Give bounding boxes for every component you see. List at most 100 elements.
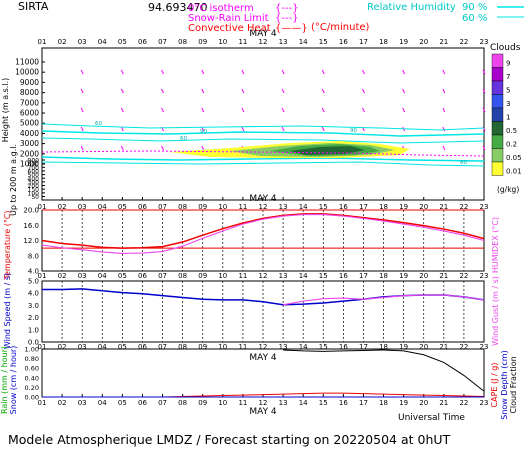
rh-contour-label: 60: [460, 160, 467, 166]
precip-bottom-hour-tick-label: 22: [459, 399, 468, 407]
wind-hour-tick-label: 13: [279, 272, 288, 280]
height-tick-label: 500: [28, 172, 40, 179]
height-tick-label: 600: [28, 168, 40, 175]
cloud-hour-tick-label: 17: [359, 38, 368, 46]
temperature-panel: MAY 4 01 02 03 04 05 06 07 08 09 10 11 12 13 14 15 16 17 1…: [3, 194, 500, 281]
clouds-legend-title: Clouds: [490, 43, 521, 53]
clouds-legend-level: 7: [506, 73, 510, 81]
cloud-hour-tick-label: 13: [279, 38, 288, 46]
precip-bottom-hour-tick-label: 23: [480, 399, 489, 407]
precip-top-hour-tick-label: 13: [279, 343, 288, 351]
wind-hour-tick-label: 18: [379, 272, 388, 280]
temp-hour-tick-label: 18: [379, 203, 388, 211]
precip-bottom-hour-tick-label: 07: [158, 399, 167, 407]
temp-tick-label: 20.0: [23, 207, 39, 215]
height-tick-label: 50: [31, 194, 39, 201]
clouds-legend-swatch: [491, 80, 504, 95]
temp-hour-tick-label: 20: [419, 203, 428, 211]
clouds-legend-swatch: [491, 53, 504, 68]
upper-air-marker: [402, 107, 406, 113]
clouds-legend-swatch: [491, 121, 504, 136]
precip-top-hour-tick-label: 19: [399, 343, 408, 351]
upper-air-marker: [80, 88, 84, 94]
precip-tick-label: 0.20: [25, 384, 39, 392]
temp-tick-label: 16.0: [23, 222, 39, 230]
clouds-legend-level: 0.5: [506, 127, 517, 135]
cloud-hour-tick-label: 06: [138, 38, 147, 46]
temp-hour-tick-label: 12: [259, 203, 268, 211]
wind-hour-tick-label: 02: [58, 272, 67, 280]
precip-top-hour-tick-label: 16: [339, 343, 348, 351]
height-tick-label: 5000: [20, 119, 39, 128]
wind-hour-tick-label: 15: [319, 272, 328, 280]
wind-hour-tick-label: 14: [299, 272, 308, 280]
wind-hour-tick-label: 22: [459, 272, 468, 280]
wind-panel: 01 02 03 04 05 06 07 08 09 10 11 12 13 14 15 16 17 18 19 20…: [3, 272, 500, 349]
upper-air-marker: [80, 145, 84, 151]
temp-hour-tick-label: 01: [38, 203, 47, 211]
rain-axis-label: Rain (mm / hour): [0, 346, 9, 414]
cloud-hour-tick-label: 07: [158, 38, 167, 46]
height-tick-label: 7000: [20, 98, 39, 107]
clouds-legend-unit: (g/kg): [497, 185, 519, 194]
clouds-legend-swatch: [491, 161, 504, 176]
upper-air-marker: [321, 107, 325, 113]
cloud-hour-tick-label: 03: [78, 38, 87, 46]
clouds-legend-swatch: [491, 148, 504, 163]
precip-date-label: MAY 4: [249, 353, 277, 363]
height-tick-label: 8000: [20, 88, 39, 97]
snow-depth-axis-label: Snow Depth (cm): [500, 350, 509, 419]
upper-air-marker: [241, 69, 245, 75]
temp-hour-tick-label: 05: [118, 203, 127, 211]
wind-hour-tick-label: 05: [118, 272, 127, 280]
wind-tick-label: 3.0: [28, 302, 39, 310]
height-tick-label: 2000: [20, 149, 39, 158]
cloud-hour-tick-label: 09: [198, 38, 207, 46]
cloud-hour-tick-label: 14: [299, 38, 308, 46]
temp-hour-tick-label: 04: [98, 203, 107, 211]
precip-top-hour-tick-label: 03: [78, 343, 87, 351]
precip-bottom-hour-tick-label: 09: [198, 399, 207, 407]
upper-air-marker: [442, 145, 446, 151]
upper-air-marker: [321, 88, 325, 94]
precip-bottom-hour-tick-label: 14: [299, 399, 308, 407]
wind-hour-tick-label: 23: [480, 272, 489, 280]
height-axis-label: Height (m a.s.l.): [1, 78, 10, 143]
temp-hour-tick-label: 15: [319, 203, 328, 211]
upper-air-marker: [321, 69, 325, 75]
upper-air-marker: [442, 88, 446, 94]
cloud-panel-frame: [41, 47, 485, 201]
precip-bottom-hour-tick-label: 06: [138, 399, 147, 407]
cloud-panel: 01 02 03 04 05 06 07 08 09 10 11 12 13 14 15 16 17 18 19 20…: [1, 29, 488, 216]
height-tick-label: 4000: [20, 129, 39, 138]
upper-air-marker: [482, 88, 486, 94]
temp-hour-tick-label: 02: [58, 203, 67, 211]
precip-bottom-hour-tick-label: 20: [419, 399, 428, 407]
upper-air-marker: [161, 107, 164, 113]
legend-label-1: Snow-Rain Limit: [188, 13, 269, 24]
wind-hour-tick-label: 16: [339, 272, 348, 280]
temp-hour-tick-label: 21: [439, 203, 448, 211]
upper-air-marker: [80, 126, 84, 132]
upper-air-marker: [201, 69, 205, 75]
height-tick-label: 150: [28, 187, 40, 194]
humidex-axis-label: HUMIDEX (°C): [491, 217, 500, 273]
clouds-legend-level: 3: [506, 100, 510, 108]
precip-tick-label: 1.00: [25, 346, 39, 354]
temp-hour-tick-label: 08: [178, 203, 187, 211]
wind-tick-label: 4.0: [28, 290, 39, 298]
wind-tick-label: 0.0: [28, 339, 39, 347]
precip-bottom-hour-tick-label: 17: [359, 399, 368, 407]
wind-gust-line: [282, 294, 485, 306]
upper-air-marker: [241, 126, 245, 132]
precip-bottom-hour-tick-label: 21: [439, 399, 448, 407]
temp-axis-label: Temperature (°C): [3, 210, 12, 280]
wind-hour-tick-label: 04: [98, 272, 107, 280]
precip-tick-label: 0.60: [25, 365, 39, 373]
upper-air-marker: [362, 88, 365, 94]
height-tick-label: 900: [28, 158, 40, 165]
wind-tick-label: 1.0: [28, 326, 39, 334]
cloud-hour-tick-label: 16: [339, 38, 348, 46]
upper-air-marker: [201, 88, 205, 94]
upper-air-marker: [281, 126, 285, 132]
